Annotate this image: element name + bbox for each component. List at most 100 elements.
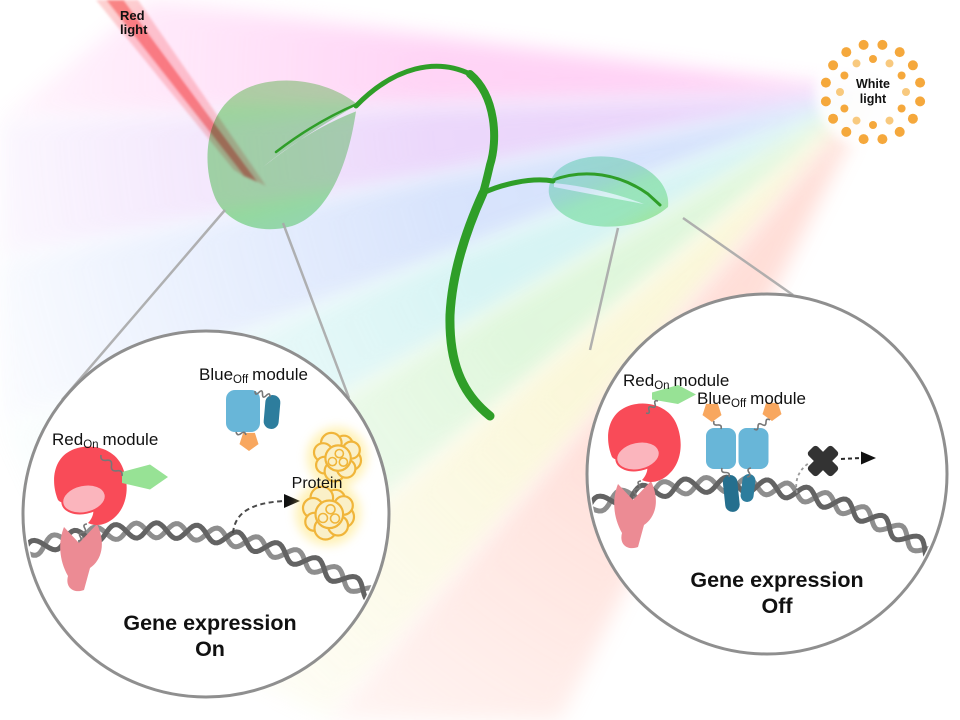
sun-dot [897,71,906,80]
zoom-circle-on-bg [23,331,389,697]
phytochrome-inner [61,483,107,515]
protein-fold-line [338,457,349,467]
phytochrome-inner [615,440,661,472]
red-on-module-off [608,403,681,549]
leaf-large-midrib [274,102,359,154]
dna-strand [26,520,385,605]
linker-squiggle [712,420,723,430]
linker-squiggle [753,418,771,431]
sun-dot [858,39,869,50]
red-on-module-label-off: RedOn module [623,371,729,392]
white-light-core-glow [815,34,931,150]
x-mark [807,445,839,477]
protein-fold-line [329,513,341,524]
teal-dna-binder [740,474,756,502]
protein-label: Protein [292,475,343,492]
red-on-module [54,446,168,592]
blocked-arrow [840,457,862,460]
sun-dot [907,113,918,124]
sun-dot [836,88,844,96]
linker-squiggle [746,467,752,478]
red-light-label: Red light [120,8,148,37]
sun-dot [820,77,831,88]
zoom-circle-off-bg [587,294,947,654]
sun-dot [828,60,839,71]
sun-dot [869,55,877,63]
sun-dot [840,71,849,80]
protein-blobs [295,427,367,546]
magnifier-line-right-a [588,227,620,351]
stem-upper [353,63,473,109]
sun-dot [820,96,831,107]
sun-dot [840,104,849,113]
blue-off-module-bound [702,402,782,512]
ribbon-anchor [60,524,102,592]
protein-fold-line [317,512,329,524]
teal-dna-binder [263,395,281,429]
transcription-arrowhead [284,494,300,508]
plant-stem [274,63,662,421]
sun-dot [877,134,888,145]
x-mark-bar [807,445,839,477]
transcription-arrow [232,500,285,534]
orange-chromophore [702,403,722,422]
linker-squiggle [100,454,123,477]
blue-off-module-label-off: BlueOff module [697,389,806,410]
protein-blob [307,427,367,487]
sun-dot [877,39,888,50]
leaf-small-midrib [551,172,662,207]
red-beam-halo [96,0,244,176]
sun-dot [902,88,910,96]
linker-squiggle [254,390,271,398]
green-effector-tag [122,464,168,490]
dna-helix-on [26,520,385,605]
blue-off-module-unbound [226,390,281,451]
zoom-panel-gene-on: Protein RedOn module BlueOff module Gene e… [21,329,391,699]
red-on-module-label-on: RedOn module [52,430,158,451]
zoom-circle-on-border [21,329,391,699]
blocked-arrowhead [861,451,876,465]
red-light-beam [96,0,266,186]
magnifier-line-right-b [682,216,794,297]
sun-dot [828,113,839,124]
protein-fold-line [325,503,336,515]
protein-fold-line [327,456,338,467]
linker-squiggle [77,523,88,542]
stem-lower [445,188,495,421]
sun-dot [907,60,918,71]
red-beam-halo2 [124,0,266,186]
blocked-arrow-curve [795,462,810,494]
protein-blob [295,480,361,546]
protein-fold-line [334,448,345,459]
blue-domain [226,390,260,432]
sun-dot [841,47,852,58]
magnifier-line-left-a [61,209,226,401]
sun-dot [858,134,869,145]
magnifier-lines [61,209,794,401]
linker-squiggle [720,467,731,478]
stem-right-curve [466,70,499,197]
sun-dot [852,59,861,68]
sun-dot [841,126,852,137]
white-light-source [820,39,926,145]
rainbow-band [0,0,873,120]
sun-dot [869,121,877,129]
orange-chromophore [762,402,782,421]
gene-expression-on-caption: Gene expression On [123,611,296,661]
orange-chromophore [239,432,259,451]
sun-dot [885,59,894,68]
sun-dot [852,116,861,125]
teal-dna-binder [722,475,740,512]
blue-domain [738,428,769,469]
ribbon-anchor [614,481,656,549]
zoom-panel-gene-off: RedOn module BlueOff module Gene expressio… [585,292,949,656]
gene-expression-off-caption: Gene expression Off [690,568,863,618]
sun-dot [894,47,905,58]
sun-dot [915,96,926,107]
red-beam-core [106,0,258,182]
sun-dot [885,116,894,125]
sun-dot [897,104,906,113]
blue-off-module-label-on: BlueOff module [199,365,308,386]
linker-squiggle [645,399,659,415]
